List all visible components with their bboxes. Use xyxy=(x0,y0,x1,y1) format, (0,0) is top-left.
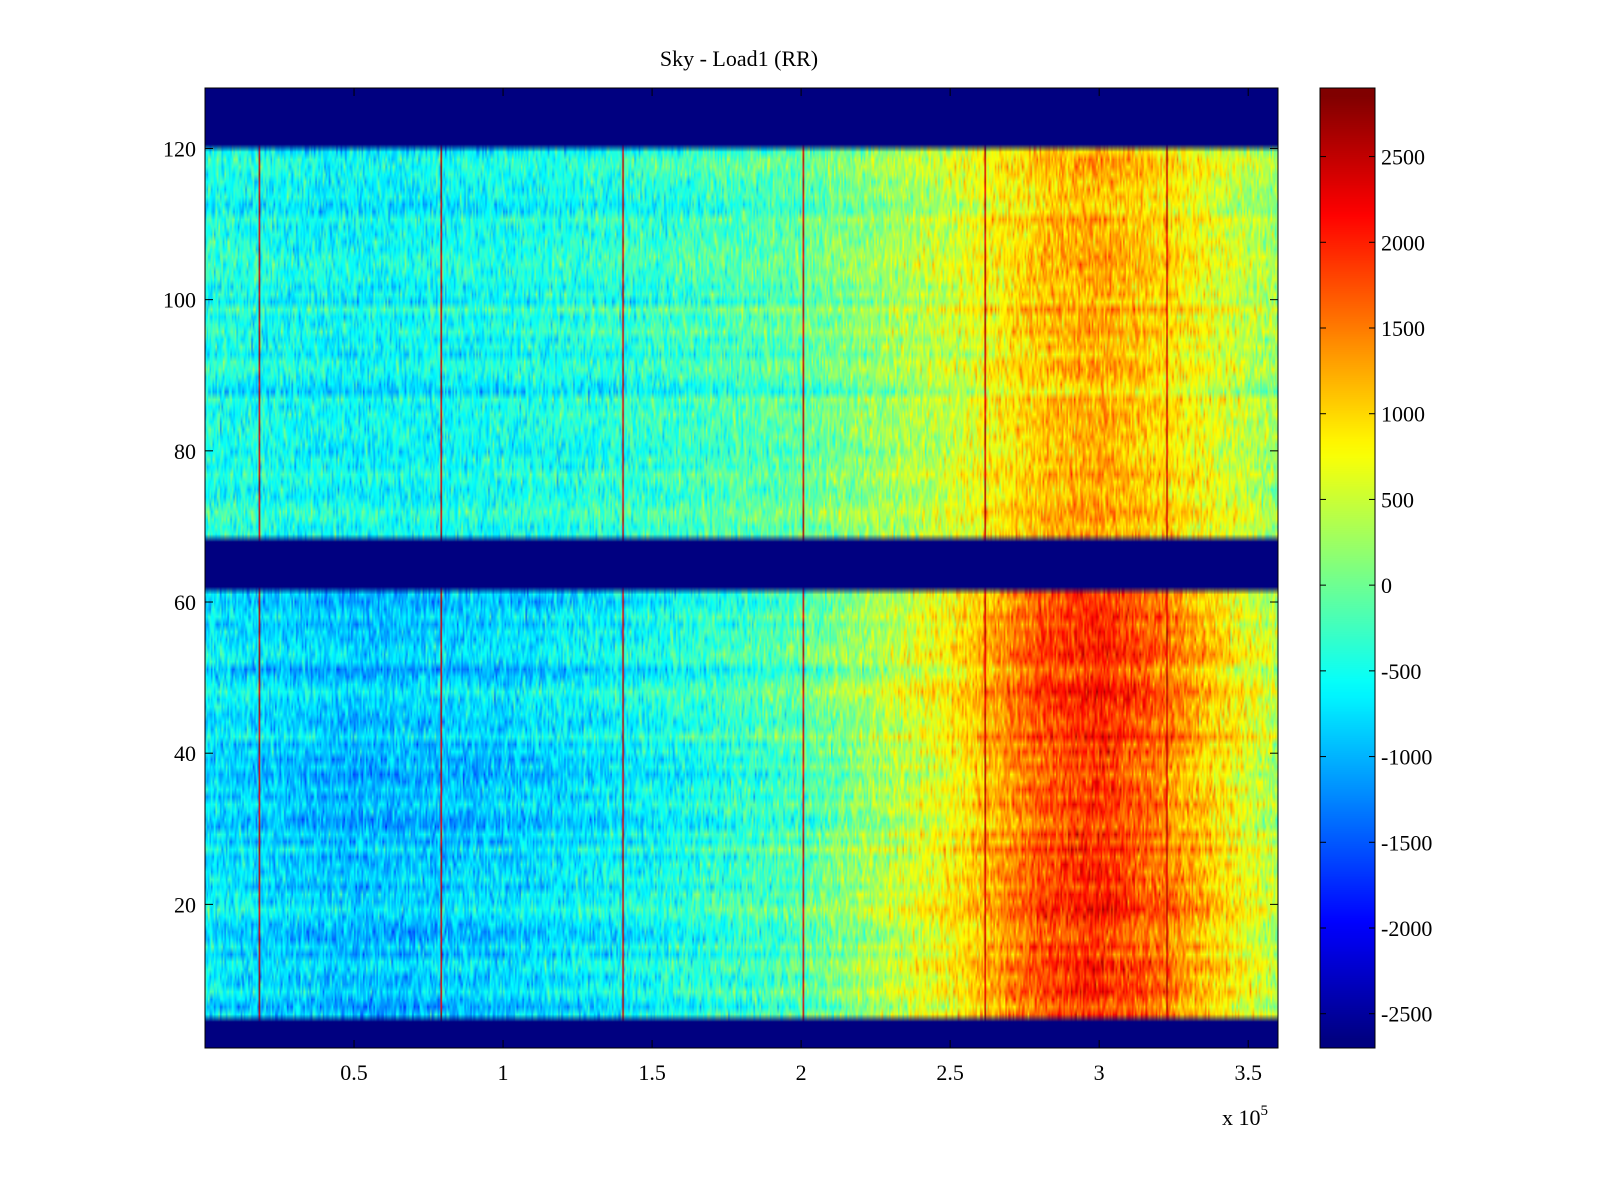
plot-frame xyxy=(204,87,1279,1049)
heatmap xyxy=(205,88,1278,1048)
y-tick-label: 80 xyxy=(174,439,196,464)
colorbar-tick-label: -1500 xyxy=(1381,830,1432,855)
chart-title: Sky - Load1 (RR) xyxy=(660,46,818,71)
x-tick-label: 1.5 xyxy=(638,1060,666,1085)
x-tick-label: 2 xyxy=(796,1060,807,1085)
x-tick-label: 3 xyxy=(1094,1060,1105,1085)
x-tick-label: 1 xyxy=(498,1060,509,1085)
x-tick-label: 0.5 xyxy=(340,1060,368,1085)
colorbar-tick-label: -2000 xyxy=(1381,916,1432,941)
colorbar-tick-label: -1000 xyxy=(1381,745,1432,770)
colorbar-tick-label: 500 xyxy=(1381,487,1414,512)
colorbar-image xyxy=(1320,88,1375,1048)
colorbar-tick-label: -2500 xyxy=(1381,1002,1432,1027)
y-tick-label: 40 xyxy=(174,741,196,766)
y-tick-label: 60 xyxy=(174,590,196,615)
colorbar: 2500 2000 1500 1000 500 0 -500 -1000 -1500 -2000 -… xyxy=(1319,87,1432,1049)
colorbar-tick-label: -500 xyxy=(1381,659,1421,684)
x-axis: 0.5 1 1.5 2 2.5 3 3.5 xyxy=(340,88,1262,1085)
x-exponent-power: 5 xyxy=(1261,1103,1269,1119)
heatmap-image xyxy=(205,88,1278,1048)
colorbar-tick-label: 0 xyxy=(1381,573,1392,598)
y-tick-label: 100 xyxy=(163,288,196,313)
x-exponent-label: x 105 xyxy=(1222,1103,1268,1130)
colorbar-tick-label: 1500 xyxy=(1381,316,1425,341)
colorbar-tick-label: 1000 xyxy=(1381,402,1425,427)
y-tick-label: 20 xyxy=(174,892,196,917)
y-axis: 20 40 60 80 100 120 xyxy=(163,136,1278,917)
colorbar-ticks: 2500 2000 1500 1000 500 0 -500 -1000 -1500 -2000 -… xyxy=(1320,145,1432,1027)
x-tick-label: 2.5 xyxy=(936,1060,964,1085)
colorbar-tick-label: 2500 xyxy=(1381,145,1425,170)
colorbar-frame xyxy=(1319,87,1376,1049)
x-tick-label: 3.5 xyxy=(1234,1060,1262,1085)
y-tick-label: 120 xyxy=(163,136,196,161)
colorbar-tick-label: 2000 xyxy=(1381,230,1425,255)
